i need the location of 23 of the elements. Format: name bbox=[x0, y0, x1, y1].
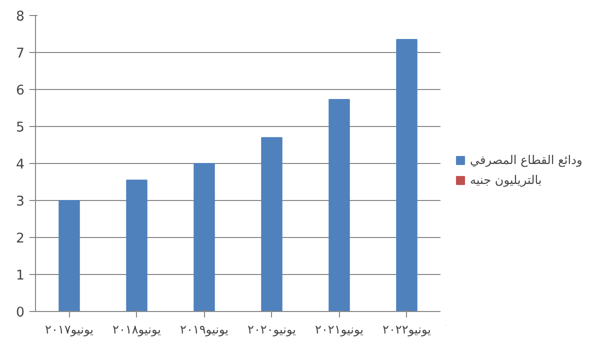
bar bbox=[58, 200, 80, 312]
y-tick-label: 1 bbox=[16, 268, 25, 284]
y-tick-label: 4 bbox=[16, 158, 25, 172]
x-tick-label: يونيو٢٠١٨ bbox=[112, 322, 161, 336]
x-tick-label: يونيو٢٠١٩ bbox=[180, 322, 228, 336]
x-tick-label: يونيو٢٠١٧ bbox=[45, 322, 94, 336]
y-tick-label: 2 bbox=[16, 232, 25, 246]
x-tick-label: يونيو٢٠٢١ bbox=[315, 322, 364, 336]
legend-label: بالتريليون جنيه bbox=[470, 173, 542, 187]
bar bbox=[194, 163, 215, 312]
bar bbox=[396, 39, 418, 312]
bar bbox=[126, 180, 148, 312]
y-tick-label: 5 bbox=[16, 120, 25, 136]
bar bbox=[328, 98, 350, 312]
legend-label: ودائع القطاع المصرفي bbox=[470, 153, 582, 167]
y-tick-label: 8 bbox=[16, 10, 25, 24]
x-tick-label: يونيو٢٠٢٢ bbox=[382, 322, 431, 336]
bar bbox=[261, 137, 282, 312]
y-tick-label: 7 bbox=[16, 46, 25, 62]
y-tick-label: 6 bbox=[16, 84, 25, 98]
x-tick-label: يونيو٢٠٢٠ bbox=[248, 322, 296, 336]
y-tick-label: 0 bbox=[16, 306, 25, 320]
y-tick-label: 3 bbox=[16, 194, 25, 210]
